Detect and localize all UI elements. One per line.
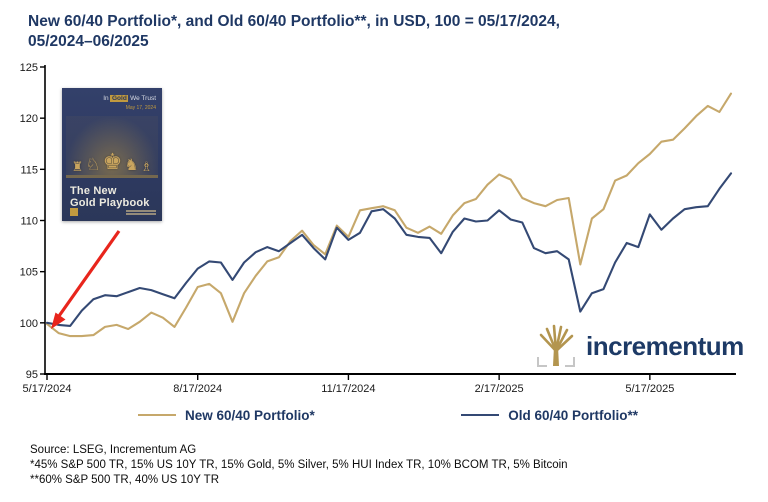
series-line-new	[45, 92, 733, 338]
publisher-logo-icon	[70, 208, 78, 216]
legend-line-sample-old	[461, 413, 500, 417]
legend-line-sample-new	[138, 413, 176, 417]
y-tick-label: 115	[20, 164, 38, 176]
book-title-line1: The New	[70, 185, 117, 197]
chess-piece-icon: ♚	[102, 149, 123, 174]
page-title: New 60/40 Portfolio*, and Old 60/40 Port…	[28, 12, 738, 52]
legend-item-new: New 60/40 Portfolio*	[138, 408, 315, 423]
arrow-line	[57, 230, 121, 317]
series-line-old	[45, 172, 733, 327]
x-tick-label: 11/17/2024	[321, 383, 375, 395]
page-title-line2: 05/2024–06/2025	[28, 33, 149, 50]
book-brand: In Gold We Trust	[103, 95, 156, 102]
x-tick-label: 5/17/2025	[625, 383, 674, 395]
y-tick-label: 95	[26, 369, 38, 381]
chess-piece-icon: ♘	[85, 155, 101, 174]
y-tick-label: 125	[20, 62, 38, 74]
x-tick-label: 8/17/2024	[173, 383, 222, 395]
book-title: The New Gold Playbook	[70, 185, 150, 209]
y-tick-label: 105	[20, 267, 38, 279]
footnote-new-portfolio: *45% S&P 500 TR, 15% US 10Y TR, 15% Gold…	[30, 458, 568, 471]
book-brand-pre: In	[103, 95, 109, 102]
y-tick-label: 110	[20, 216, 38, 228]
book-brand-post: We Trust	[130, 95, 156, 102]
source-notes: Source: LSEG, Incrementum AG *45% S&P 50…	[30, 443, 568, 487]
y-tick-label: 120	[20, 113, 38, 125]
incrementum-logo: incrementum	[536, 324, 744, 368]
book-cover: In Gold We Trust May 17, 2024 ♜ ♘ ♚ ♞ ♗ …	[62, 88, 162, 221]
author-text-placeholder	[126, 208, 156, 215]
x-tick-label: 2/17/2025	[475, 383, 524, 395]
chart-legend: New 60/40 Portfolio* Old 60/40 Portfolio…	[138, 406, 638, 424]
chess-image: ♜ ♘ ♚ ♞ ♗	[66, 116, 158, 178]
arrow-head-icon	[51, 312, 66, 329]
book-footer	[70, 208, 156, 216]
chess-piece-icon: ♗	[140, 159, 153, 174]
book-title-line2: Gold Playbook	[70, 197, 150, 209]
tree-icon	[537, 324, 575, 367]
x-tick-label: 5/17/2024	[23, 383, 72, 395]
legend-item-old: Old 60/40 Portfolio**	[461, 408, 638, 423]
incrementum-logo-text: incrementum	[586, 330, 744, 361]
book-date: May 17, 2024	[125, 105, 156, 111]
legend-label-old: Old 60/40 Portfolio**	[508, 407, 638, 423]
legend-label-new: New 60/40 Portfolio*	[185, 407, 315, 423]
footnote-old-portfolio: **60% S&P 500 TR, 40% US 10Y TR	[30, 473, 220, 486]
book-brand-gold: Gold	[110, 95, 129, 102]
source-line: Source: LSEG, Incrementum AG	[30, 444, 197, 456]
y-tick-label: 100	[20, 318, 38, 330]
chess-piece-icon: ♞	[124, 157, 139, 174]
chess-piece-icon: ♜	[71, 159, 84, 174]
page-title-line1: New 60/40 Portfolio*, and Old 60/40 Port…	[28, 13, 560, 30]
